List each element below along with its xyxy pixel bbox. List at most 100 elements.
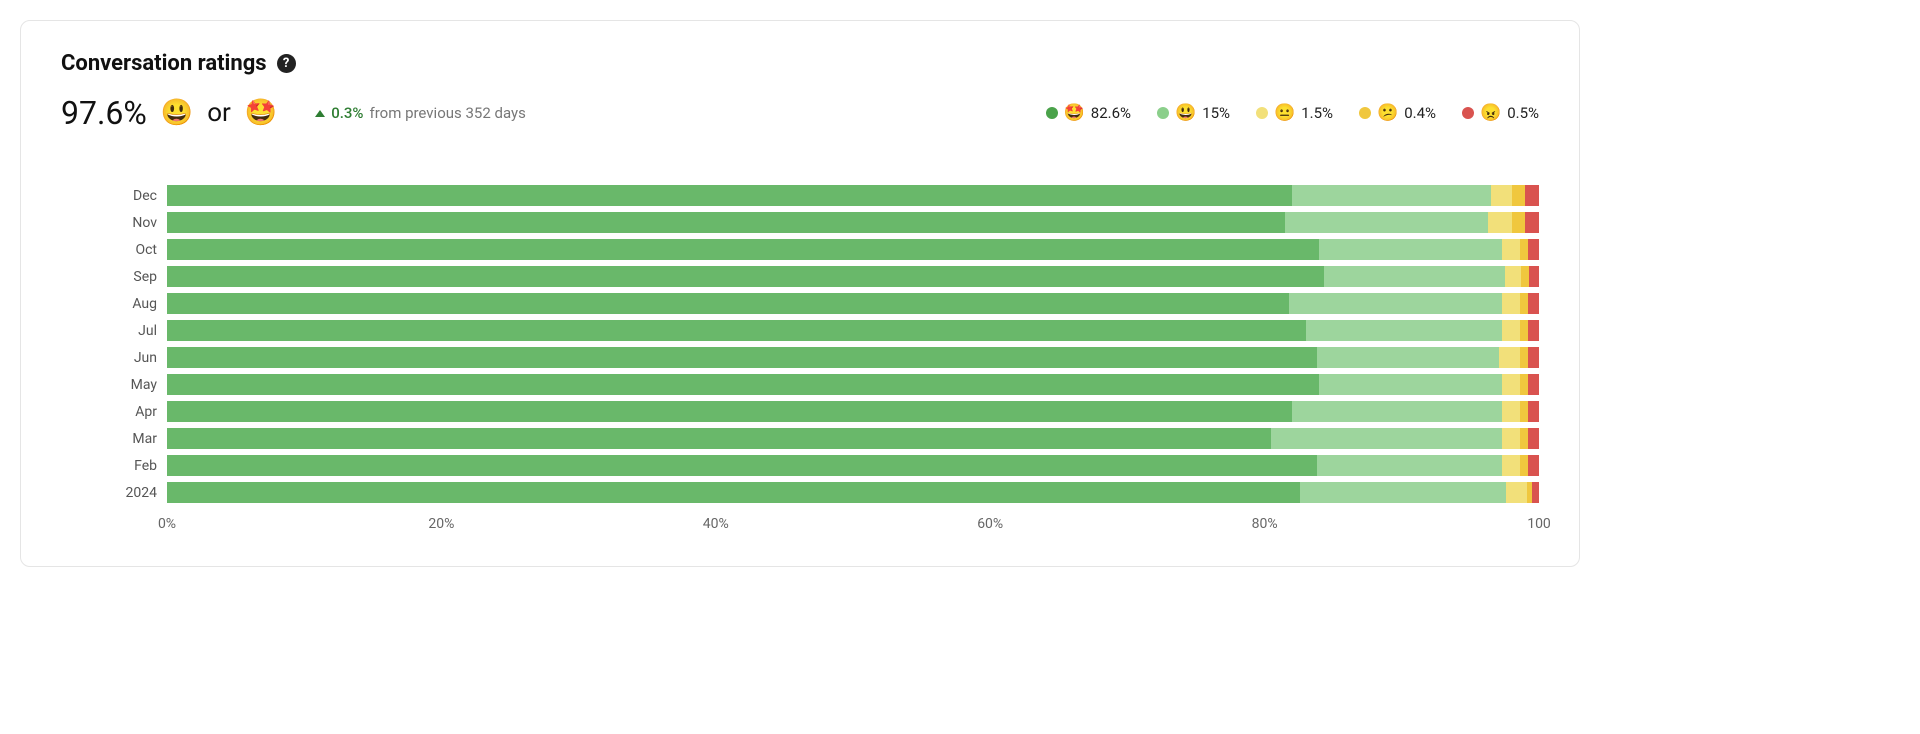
x-axis-tick: 20% xyxy=(428,516,454,532)
bar-segment[interactable] xyxy=(1512,185,1526,206)
bar-segment[interactable] xyxy=(1502,293,1520,314)
bar-segment[interactable] xyxy=(1528,347,1539,368)
bar-track[interactable] xyxy=(167,212,1539,233)
x-axis-tick: 0% xyxy=(158,516,176,532)
legend-emoji-icon: 😐 xyxy=(1274,105,1295,122)
legend-item[interactable]: 😕 0.4% xyxy=(1359,104,1436,122)
bar-segment[interactable] xyxy=(1300,482,1506,503)
bar-track[interactable] xyxy=(167,482,1539,503)
bar-track[interactable] xyxy=(167,428,1539,449)
bar-segment[interactable] xyxy=(1520,455,1528,476)
bar-segment[interactable] xyxy=(1319,239,1501,260)
bar-segment[interactable] xyxy=(167,239,1319,260)
bar-segment[interactable] xyxy=(1499,347,1520,368)
bar-segment[interactable] xyxy=(1502,428,1520,449)
legend-item[interactable]: 😠0.5% xyxy=(1462,104,1539,122)
help-icon[interactable]: ? xyxy=(277,54,296,73)
bar-track[interactable] xyxy=(167,266,1539,287)
legend-item[interactable]: 🤩82.6% xyxy=(1046,104,1131,122)
bar-segment[interactable] xyxy=(167,185,1292,206)
chart-row: Dec xyxy=(121,182,1539,209)
bar-segment[interactable] xyxy=(1520,374,1528,395)
bar-segment[interactable] xyxy=(167,266,1324,287)
card-title: Conversation ratings xyxy=(61,51,267,76)
bar-segment[interactable] xyxy=(167,401,1292,422)
bar-segment[interactable] xyxy=(1292,185,1491,206)
bar-track[interactable] xyxy=(167,347,1539,368)
bar-segment[interactable] xyxy=(1520,239,1528,260)
main-percentage: 97.6% xyxy=(61,94,147,132)
bar-segment[interactable] xyxy=(1271,428,1501,449)
x-axis-tick: 60% xyxy=(977,516,1003,532)
bar-segment[interactable] xyxy=(1525,185,1539,206)
bar-segment[interactable] xyxy=(1502,320,1520,341)
legend-emoji-icon: 😃 xyxy=(1175,105,1196,122)
bar-segment[interactable] xyxy=(1306,320,1502,341)
legend-item[interactable]: 😐1.5% xyxy=(1256,104,1333,122)
bar-segment[interactable] xyxy=(1532,482,1539,503)
bar-track[interactable] xyxy=(167,401,1539,422)
bar-segment[interactable] xyxy=(167,455,1317,476)
bar-segment[interactable] xyxy=(1502,239,1520,260)
bar-segment[interactable] xyxy=(167,374,1319,395)
bar-segment[interactable] xyxy=(1528,239,1539,260)
legend-emoji-icon: 🤩 xyxy=(1064,105,1085,122)
bar-segment[interactable] xyxy=(1528,455,1539,476)
bar-segment[interactable] xyxy=(1317,455,1502,476)
bar-segment[interactable] xyxy=(1491,185,1512,206)
bar-track[interactable] xyxy=(167,239,1539,260)
bar-track[interactable] xyxy=(167,320,1539,341)
bar-segment[interactable] xyxy=(1520,347,1528,368)
bar-segment[interactable] xyxy=(1324,266,1505,287)
bar-segment[interactable] xyxy=(1505,266,1521,287)
bar-segment[interactable] xyxy=(167,482,1300,503)
bar-segment[interactable] xyxy=(1292,401,1502,422)
bar-segment[interactable] xyxy=(1529,266,1539,287)
bar-track[interactable] xyxy=(167,455,1539,476)
bar-segment[interactable] xyxy=(1528,293,1539,314)
legend-dot-icon xyxy=(1046,107,1058,119)
y-axis-label: Jul xyxy=(121,323,167,339)
bar-segment[interactable] xyxy=(1488,212,1511,233)
bar-segment[interactable] xyxy=(1289,293,1502,314)
bar-segment[interactable] xyxy=(1528,428,1539,449)
bar-segment[interactable] xyxy=(1528,374,1539,395)
legend-item[interactable]: 😃15% xyxy=(1157,104,1230,122)
legend-emoji-icon: 😕 xyxy=(1377,105,1398,122)
bar-segment[interactable] xyxy=(167,428,1271,449)
arrow-up-icon xyxy=(315,110,325,117)
bar-segment[interactable] xyxy=(1285,212,1488,233)
y-axis-label: Feb xyxy=(121,458,167,474)
bar-segment[interactable] xyxy=(1502,401,1520,422)
bar-segment[interactable] xyxy=(1319,374,1501,395)
bar-segment[interactable] xyxy=(1512,212,1526,233)
legend-dot-icon xyxy=(1359,107,1371,119)
bar-segment[interactable] xyxy=(1520,401,1528,422)
legend: 🤩82.6% 😃15% 😐1.5% 😕 0.4% 😠0.5% xyxy=(1046,104,1539,122)
bar-segment[interactable] xyxy=(1502,374,1520,395)
bar-segment[interactable] xyxy=(1317,347,1499,368)
y-axis-label: Nov xyxy=(121,215,167,231)
bar-track[interactable] xyxy=(167,293,1539,314)
bar-track[interactable] xyxy=(167,374,1539,395)
legend-pct: 0.4% xyxy=(1404,104,1436,122)
bar-segment[interactable] xyxy=(1525,212,1539,233)
bar-track[interactable] xyxy=(167,185,1539,206)
summary-row: 97.6% 😃 or 🤩 0.3% from previous 352 days… xyxy=(61,94,1539,132)
bar-segment[interactable] xyxy=(167,320,1306,341)
bar-segment[interactable] xyxy=(1520,293,1528,314)
bar-segment[interactable] xyxy=(1528,320,1539,341)
bar-segment[interactable] xyxy=(167,347,1317,368)
bar-segment[interactable] xyxy=(1520,320,1528,341)
x-axis-tick: 80% xyxy=(1252,516,1278,532)
x-axis-tick: 40% xyxy=(703,516,729,532)
bar-segment[interactable] xyxy=(1521,266,1529,287)
bar-segment[interactable] xyxy=(167,212,1285,233)
ratings-card: Conversation ratings ? 97.6% 😃 or 🤩 0.3%… xyxy=(20,20,1580,567)
bar-segment[interactable] xyxy=(1506,482,1527,503)
bar-segment[interactable] xyxy=(1528,401,1539,422)
bar-segment[interactable] xyxy=(1502,455,1520,476)
bar-segment[interactable] xyxy=(1520,428,1528,449)
chart-area: DecNovOctSepAugJulJunMayAprMarFeb2024 0%… xyxy=(121,182,1539,536)
bar-segment[interactable] xyxy=(167,293,1289,314)
